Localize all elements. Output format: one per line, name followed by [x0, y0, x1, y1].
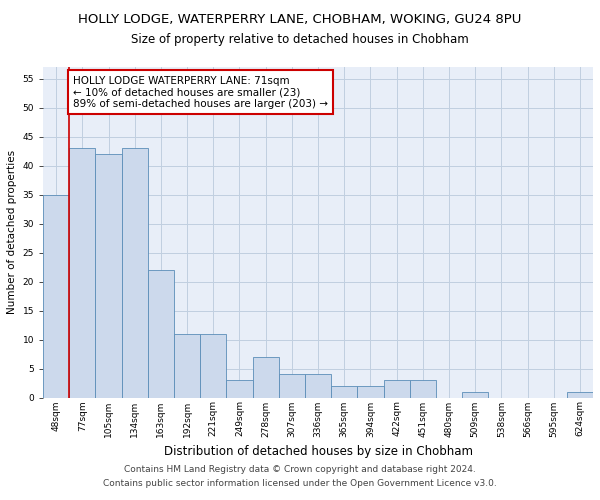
- Bar: [305, 374, 331, 398]
- Bar: [174, 334, 200, 398]
- Bar: [226, 380, 253, 398]
- X-axis label: Distribution of detached houses by size in Chobham: Distribution of detached houses by size …: [164, 445, 473, 458]
- Bar: [122, 148, 148, 398]
- Text: HOLLY LODGE WATERPERRY LANE: 71sqm
← 10% of detached houses are smaller (23)
89%: HOLLY LODGE WATERPERRY LANE: 71sqm ← 10%…: [73, 76, 328, 109]
- Bar: [331, 386, 358, 398]
- Y-axis label: Number of detached properties: Number of detached properties: [7, 150, 17, 314]
- Bar: [69, 148, 95, 398]
- Bar: [253, 357, 279, 398]
- Bar: [410, 380, 436, 398]
- Bar: [383, 380, 410, 398]
- Bar: [43, 194, 69, 398]
- Text: HOLLY LODGE, WATERPERRY LANE, CHOBHAM, WOKING, GU24 8PU: HOLLY LODGE, WATERPERRY LANE, CHOBHAM, W…: [79, 12, 521, 26]
- Text: Size of property relative to detached houses in Chobham: Size of property relative to detached ho…: [131, 32, 469, 46]
- Bar: [279, 374, 305, 398]
- Bar: [567, 392, 593, 398]
- Bar: [95, 154, 122, 398]
- Bar: [148, 270, 174, 398]
- Bar: [200, 334, 226, 398]
- Text: Contains HM Land Registry data © Crown copyright and database right 2024.
Contai: Contains HM Land Registry data © Crown c…: [103, 466, 497, 487]
- Bar: [462, 392, 488, 398]
- Bar: [358, 386, 383, 398]
